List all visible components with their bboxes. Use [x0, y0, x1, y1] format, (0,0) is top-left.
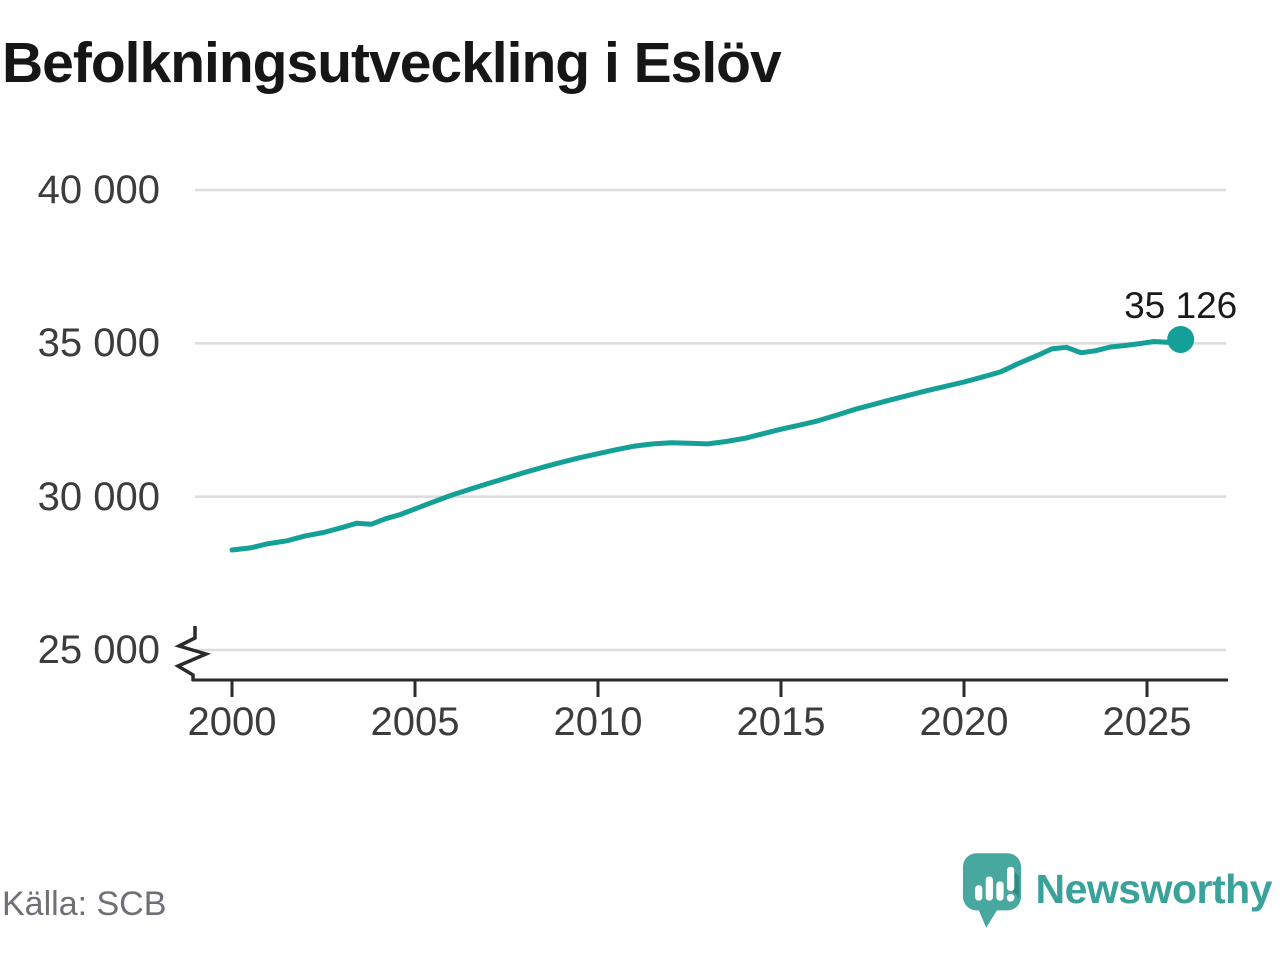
x-tick-label: 2005 — [370, 700, 460, 744]
x-axis — [174, 626, 1228, 697]
x-tick-label: 2010 — [553, 700, 643, 744]
x-tick-label: 2000 — [187, 700, 277, 744]
icon-bar-1 — [974, 885, 982, 901]
chart-title: Befolkningsutveckling i Eslöv — [2, 31, 782, 95]
newsworthy-logo: Newsworthy — [962, 852, 1273, 932]
source-note: Källa: SCB — [2, 885, 167, 923]
y-tick-label: 40 000 — [37, 168, 160, 212]
latest-value-dot — [1167, 325, 1195, 353]
x-tick-label: 2015 — [736, 700, 826, 744]
newsworthy-icon — [962, 853, 1021, 928]
y-tick-label: 30 000 — [37, 474, 160, 519]
newsworthy-wordmark: Newsworthy — [1035, 866, 1273, 912]
icon-exclamation-bar — [1006, 866, 1014, 891]
icon-exclamation-dot — [1006, 893, 1014, 902]
population-line-series — [229, 325, 1195, 553]
y-tick-label: 35 000 — [37, 321, 160, 366]
x-tick-label: 2020 — [919, 700, 1009, 744]
end-value-label: 35 126 — [1124, 285, 1238, 327]
population-line — [229, 337, 1184, 553]
y-axis-break-icon — [174, 626, 212, 681]
y-tick-label: 25 000 — [37, 628, 160, 672]
icon-bar-3 — [995, 881, 1004, 901]
gridlines — [195, 188, 1226, 652]
x-axis-ticks — [230, 681, 1149, 697]
icon-bar-2 — [985, 876, 993, 901]
x-tick-label: 2025 — [1102, 700, 1192, 744]
